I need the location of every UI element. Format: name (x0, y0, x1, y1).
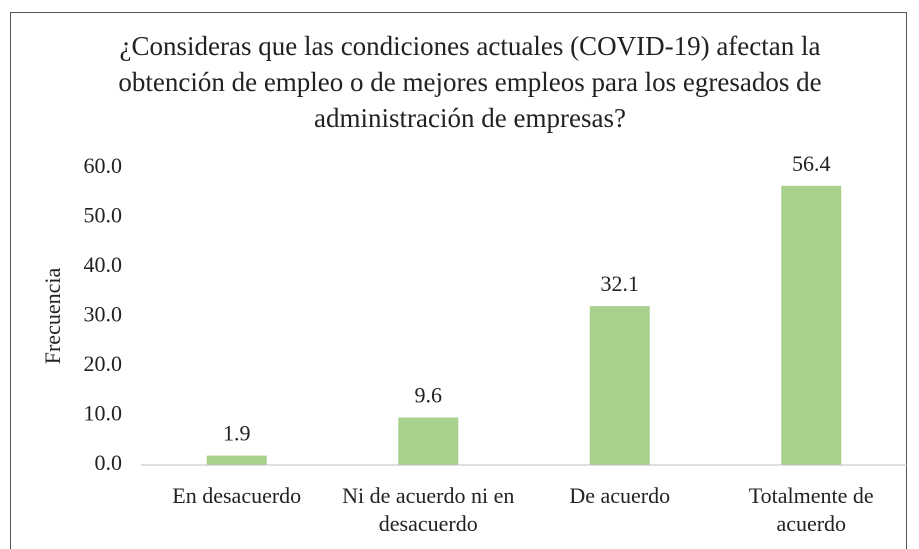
bar (589, 306, 650, 465)
y-tick-label: 60.0 (84, 153, 123, 178)
y-tick-label: 40.0 (84, 252, 123, 277)
bar (206, 455, 267, 465)
chart-title: ¿Consideras que las condiciones actuales… (118, 31, 822, 133)
value-label: 1.9 (223, 421, 251, 446)
y-tick-label: 30.0 (84, 302, 123, 327)
y-tick-label: 0.0 (95, 450, 123, 475)
y-tick-label: 50.0 (84, 203, 123, 228)
value-label: 9.6 (415, 383, 443, 408)
value-label: 56.4 (792, 151, 831, 176)
x-tick-label: De acuerdo (569, 483, 671, 508)
y-tick-label: 10.0 (84, 401, 123, 426)
chart-frame (10, 12, 907, 549)
x-tick-label: Totalmente de acuerdo (748, 483, 874, 536)
y-axis-label: Frecuencia (40, 268, 65, 365)
y-tick-label: 20.0 (84, 351, 123, 376)
bar (398, 417, 459, 465)
value-label: 32.1 (601, 271, 640, 296)
x-tick-label: En desacuerdo (172, 483, 302, 508)
bar (781, 185, 842, 465)
x-tick-label: Ni de acuerdo ni en desacuerdo (342, 483, 515, 536)
